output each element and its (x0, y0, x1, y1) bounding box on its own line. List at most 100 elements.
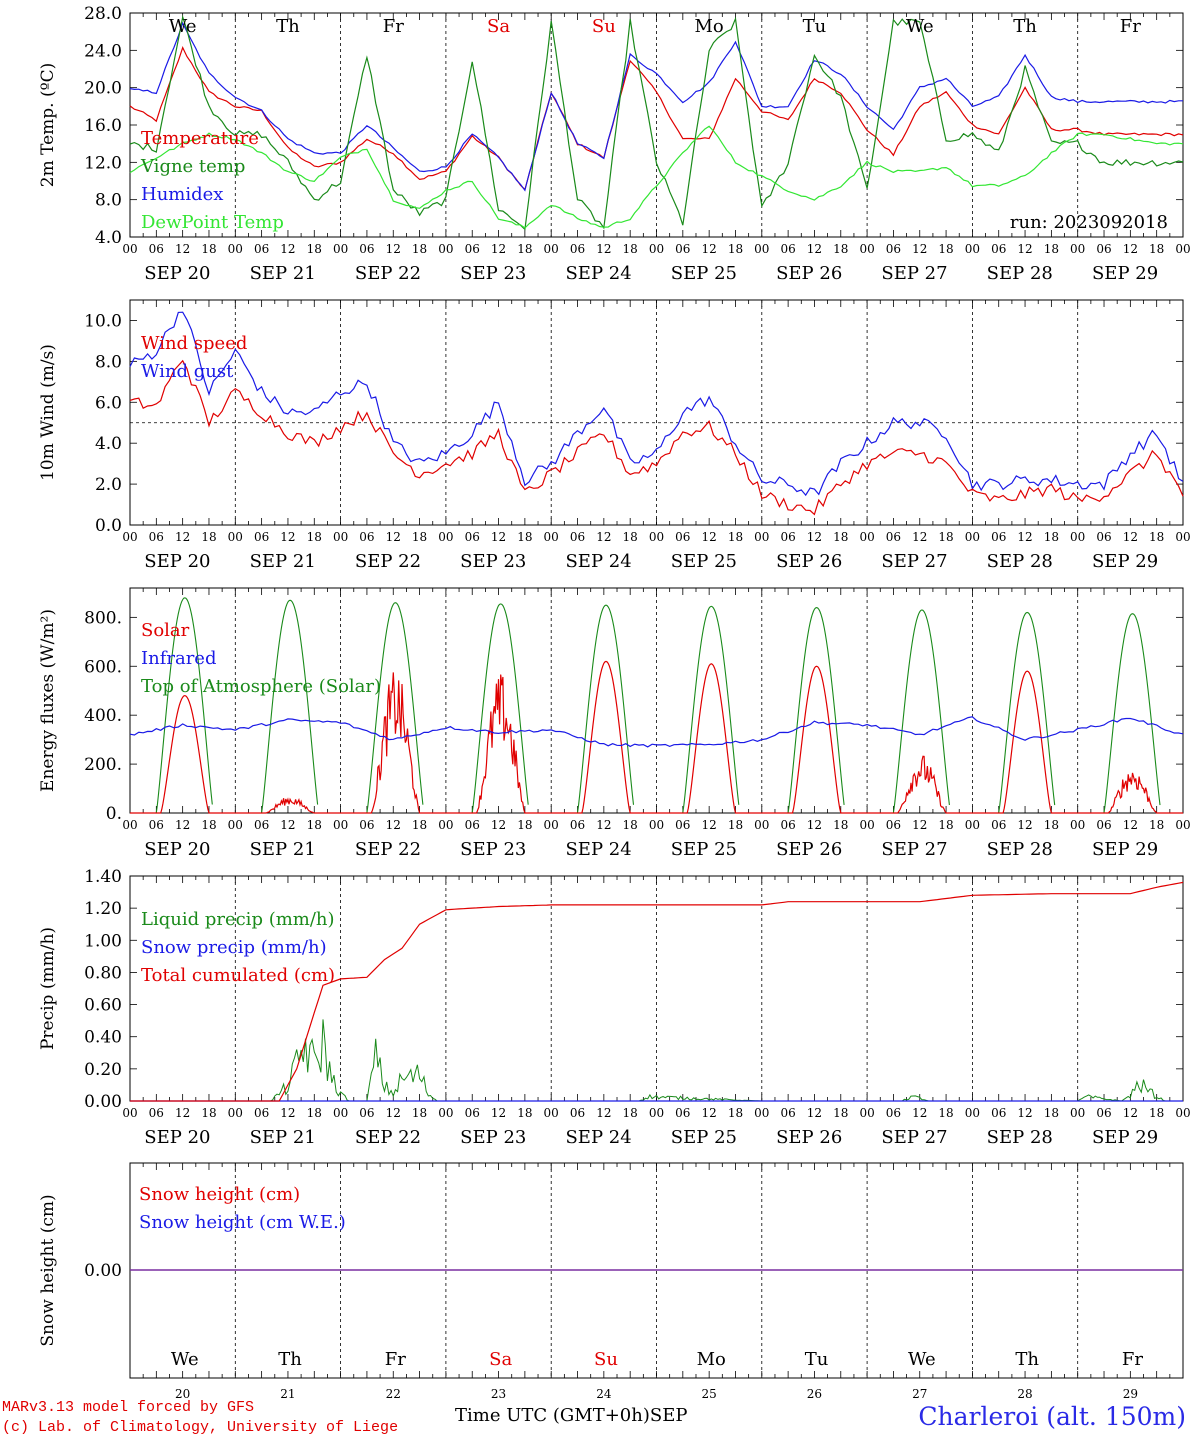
hour-tick-label: 06 (570, 530, 585, 544)
day-abbrev: Tu (803, 16, 827, 37)
legend-red: Snow height (cm) (139, 1184, 300, 1205)
date-label: SEP 22 (355, 263, 421, 284)
hour-tick-label: 12 (912, 818, 927, 832)
hour-tick-label: 00 (859, 530, 874, 544)
hour-tick-label: 18 (938, 530, 953, 544)
hour-tick-label: 18 (938, 1106, 953, 1120)
hour-tick-label: 12 (1017, 530, 1032, 544)
date-label: SEP 21 (250, 263, 316, 284)
hour-tick-label: 12 (280, 530, 295, 544)
hour-tick-label: 06 (465, 1106, 480, 1120)
hour-tick-label: 06 (254, 242, 269, 256)
y-tick-label: 4.0 (95, 434, 122, 454)
temp-series-green (129, 14, 1184, 231)
hour-tick-label: 06 (1096, 530, 1111, 544)
day-abbrev: We (169, 16, 197, 37)
date-label: SEP 21 (250, 1127, 316, 1148)
hour-tick-label: 18 (938, 818, 953, 832)
date-label: SEP 20 (144, 551, 210, 572)
date-label: SEP 26 (776, 263, 842, 284)
hour-tick-label: 06 (780, 1106, 795, 1120)
hour-tick-label: 12 (175, 818, 190, 832)
hour-tick-label: 12 (386, 818, 401, 832)
y-tick-label: 6.0 (95, 393, 122, 413)
y-tick-label: 12.0 (84, 153, 122, 173)
y-tick-label: 0.00 (84, 1092, 122, 1112)
hour-tick-label: 06 (149, 818, 164, 832)
hour-tick-label: 18 (307, 530, 322, 544)
hour-tick-label: 06 (886, 530, 901, 544)
hour-tick-label: 12 (807, 242, 822, 256)
bottom-day-number: 28 (1017, 1387, 1032, 1401)
hour-tick-label: 00 (228, 530, 243, 544)
hour-tick-label: 00 (649, 818, 664, 832)
wind-speed-line (129, 359, 1184, 516)
date-label: SEP 21 (250, 839, 316, 860)
infrared-line (129, 716, 1184, 748)
bottom-day-abbrev: Fr (385, 1349, 406, 1370)
hour-tick-label: 00 (438, 1106, 453, 1120)
panel-frame (129, 12, 1184, 238)
hour-tick-label: 06 (465, 530, 480, 544)
bottom-day-abbrev: Fr (1122, 1349, 1143, 1370)
hour-tick-label: 18 (833, 242, 848, 256)
hour-tick-label: 18 (201, 530, 216, 544)
hour-tick-label: 18 (833, 818, 848, 832)
bottom-day-abbrev: Mo (697, 1349, 726, 1370)
date-label: SEP 29 (1092, 263, 1158, 284)
model-credit: MARv3.13 model forced by GFS (2, 1399, 255, 1416)
solar-curve (235, 797, 341, 814)
hour-tick-label: 00 (1175, 530, 1190, 544)
hour-tick-label: 18 (1149, 1106, 1164, 1120)
hour-tick-label: 18 (623, 242, 638, 256)
date-label: SEP 25 (671, 263, 737, 284)
hour-tick-label: 00 (859, 242, 874, 256)
hour-tick-label: 00 (333, 818, 348, 832)
hour-tick-label: 06 (886, 242, 901, 256)
hour-tick-label: 00 (544, 530, 559, 544)
hour-tick-label: 06 (570, 1106, 585, 1120)
y-tick-label: 0.80 (84, 963, 122, 983)
hour-tick-label: 12 (491, 818, 506, 832)
hour-tick-label: 18 (1044, 242, 1059, 256)
hour-tick-label: 06 (991, 530, 1006, 544)
hour-tick-label: 00 (965, 818, 980, 832)
hour-tick-label: 06 (1096, 1106, 1111, 1120)
hour-tick-label: 18 (517, 242, 532, 256)
hour-tick-label: 06 (1096, 242, 1111, 256)
date-label: SEP 22 (355, 1127, 421, 1148)
hour-tick-label: 06 (780, 530, 795, 544)
hour-tick-label: 12 (491, 1106, 506, 1120)
date-label: SEP 23 (460, 551, 526, 572)
legend-green: Liquid precip (mm/h) (141, 909, 335, 930)
hour-tick-label: 00 (1070, 818, 1085, 832)
date-label: SEP 24 (565, 263, 631, 284)
legend-red: Wind speed (141, 333, 247, 354)
hour-tick-label: 18 (728, 1106, 743, 1120)
date-label: SEP 20 (144, 263, 210, 284)
hour-tick-label: 00 (544, 242, 559, 256)
hour-tick-label: 12 (491, 530, 506, 544)
hour-tick-label: 18 (833, 530, 848, 544)
bottom-day-abbrev: Su (594, 1349, 618, 1370)
legend-blue: Infrared (141, 648, 216, 669)
hour-tick-label: 12 (912, 530, 927, 544)
hour-tick-label: 06 (991, 818, 1006, 832)
solar-curve (130, 694, 236, 814)
bottom-day-number: 20 (175, 1387, 190, 1401)
hour-tick-label: 12 (596, 1106, 611, 1120)
y-tick-label: 20.0 (84, 79, 122, 99)
bottom-day-abbrev: Tu (805, 1349, 829, 1370)
wind-gust-line (129, 311, 1184, 497)
hour-tick-label: 12 (386, 242, 401, 256)
y-tick-label: 0.60 (84, 996, 122, 1016)
hour-tick-label: 06 (465, 242, 480, 256)
bottom-day-abbrev: Sa (489, 1349, 512, 1370)
y-tick-label: 8.0 (95, 191, 122, 211)
day-abbrev: We (906, 16, 934, 37)
date-label: SEP 28 (987, 263, 1053, 284)
hour-tick-label: 12 (596, 530, 611, 544)
solar-curve (445, 674, 552, 814)
total-cumulated-line (130, 881, 1184, 1102)
hour-tick-label: 06 (991, 242, 1006, 256)
